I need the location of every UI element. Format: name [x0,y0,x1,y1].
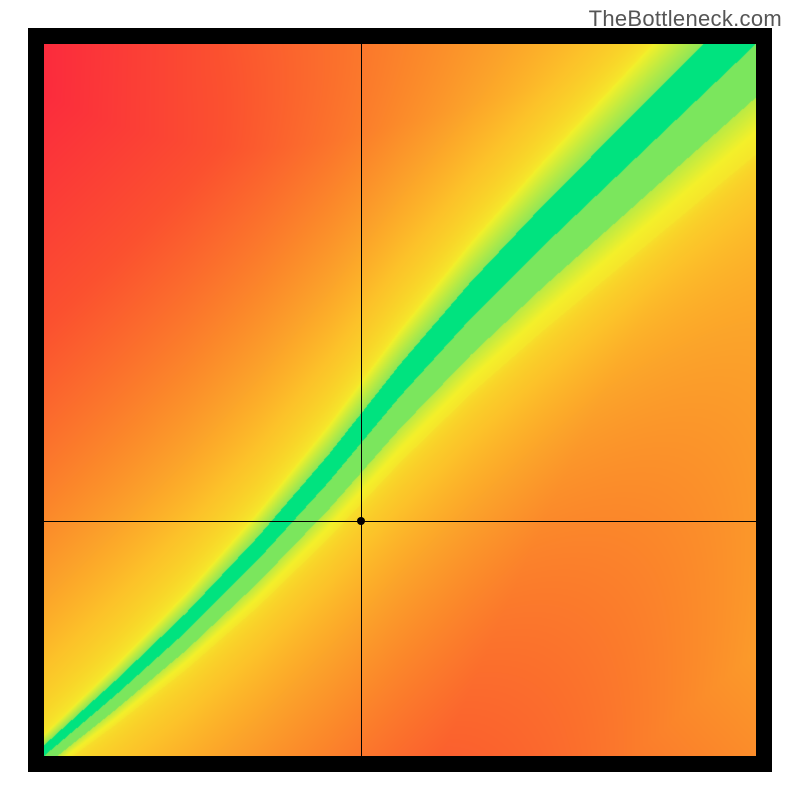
crosshair-vertical [361,44,362,756]
chart-frame [28,28,772,772]
crosshair-marker [357,517,365,525]
crosshair-horizontal [44,521,756,522]
watermark-text: TheBottleneck.com [589,6,782,32]
heatmap-canvas [44,44,756,756]
